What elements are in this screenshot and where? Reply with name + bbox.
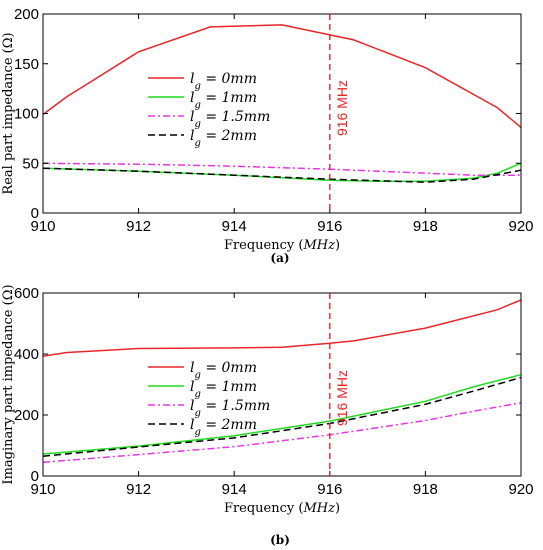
y-tick-label: 0 [31, 468, 39, 485]
x-tick-label: 914 [222, 218, 247, 235]
marker-label: 916 MHz [334, 80, 350, 136]
y-tick-label: 0 [31, 205, 39, 222]
plot-frame [42, 13, 522, 214]
legend-label: lg = 0mm [190, 71, 257, 92]
x-axis-label: Frequency (MHz) [224, 501, 340, 516]
y-axis-label: Real part impedance (Ω) [1, 32, 16, 194]
marker-label: 916 MHz [334, 370, 350, 426]
series-line-3 [42, 402, 522, 464]
chart-panel-a: 910 912 914 916 918 920 0 50 100 150 200 Frequency… [1, 6, 534, 265]
y-tick-label: 400 [14, 346, 39, 363]
series-line-2 [42, 162, 522, 182]
x-tick-label: 916 [317, 481, 342, 498]
x-tick-label: 910 [30, 218, 55, 235]
x-tick-label: 912 [126, 481, 151, 498]
series-line-4 [42, 376, 522, 457]
x-axis-label: Frequency (MHz) [224, 238, 340, 253]
series-line-3 [42, 162, 521, 176]
series-line-1 [42, 299, 522, 357]
legend-label: lg = 2mm [190, 417, 257, 438]
x-tick-label: 920 [508, 481, 533, 498]
x-tick-label: 910 [30, 481, 55, 498]
legend-label: lg = 2mm [190, 128, 257, 149]
legend-label: lg = 1.5mm [190, 109, 270, 130]
x-tick-label: 920 [508, 218, 533, 235]
series-line-2 [42, 373, 522, 455]
legend-label: lg = 0mm [190, 360, 257, 381]
y-tick-label: 100 [14, 106, 39, 123]
series-line-1 [42, 24, 522, 128]
x-tick-label: 918 [413, 481, 438, 498]
legend-label: lg = 1mm [190, 379, 257, 400]
caption: (b) [270, 533, 290, 547]
y-tick-label: 50 [22, 155, 39, 172]
x-tick-label: 914 [222, 481, 247, 498]
chart-panel-b: 910 912 914 916 918 920 0 200 400 600 Frequency (… [1, 284, 534, 547]
x-tick-label: 912 [126, 218, 151, 235]
y-tick-label: 200 [14, 407, 39, 424]
plot-frame [42, 292, 522, 477]
y-tick-label: 600 [14, 285, 39, 302]
x-tick-label: 916 [317, 218, 342, 235]
y-tick-label: 150 [14, 56, 39, 73]
legend-label: lg = 1mm [190, 90, 257, 111]
legend-label: lg = 1.5mm [190, 398, 270, 419]
caption: (a) [270, 251, 289, 265]
y-tick-label: 200 [14, 6, 39, 23]
y-axis-label: Imaginary part impedance (Ω) [1, 284, 16, 484]
x-tick-label: 918 [413, 218, 438, 235]
